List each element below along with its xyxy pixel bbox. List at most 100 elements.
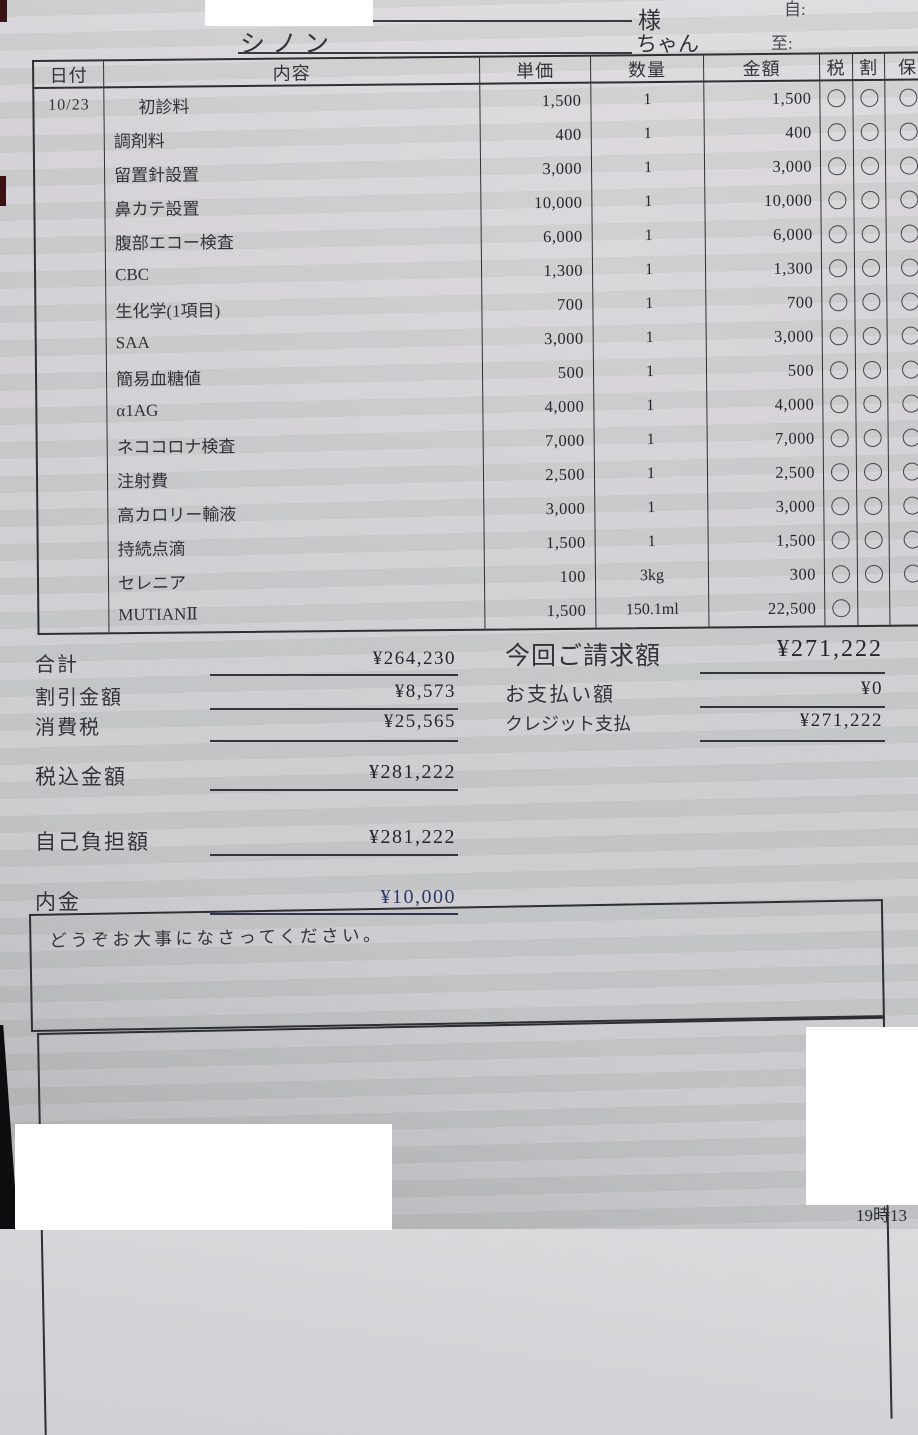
total-value: ¥264,230 [372,648,456,669]
cell-quantity: 1 [593,388,707,424]
cell-unit-price: 3,000 [483,491,595,527]
col-header-unit-price: 単価 [478,56,591,85]
cell-quantity: 1 [594,490,708,526]
cell-item: CBC [104,254,482,293]
cell-item: 持続点滴 [107,526,484,565]
photo-background-corner [0,176,6,206]
cell-item: 簡易血糖値 [105,356,483,395]
circle-mark [862,394,881,414]
circle-mark [863,428,882,448]
mark-tax [823,523,857,558]
cell-item: ネココロナ検査 [106,424,483,463]
cell-amount: 1,500 [707,523,824,559]
payment-row: お支払い額 ¥0 [505,678,885,708]
message-box: どうぞお大事になさってください。 [28,899,885,1032]
cell-item: 注射費 [106,458,484,497]
circle-mark [859,88,878,108]
mark-discount [855,420,888,456]
circle-mark [900,292,918,311]
cell-unit-price: 3,000 [479,151,592,187]
circle-mark [831,497,850,516]
circle-mark [861,292,880,312]
circle-mark [860,190,879,210]
cell-unit-price: 1,500 [484,593,596,629]
mark-tax [820,217,854,252]
cell-quantity: 1 [592,354,707,390]
photo-background-corner [0,0,7,22]
mark-tax [819,149,854,184]
mark-insurance [885,250,918,285]
cell-amount: 4,000 [706,387,823,423]
pet-suffix: ちゃん [636,32,699,56]
mark-tax [822,421,856,456]
cell-date [39,530,108,565]
payment-label: お支払い額 [505,684,615,706]
total-underline [210,708,458,710]
cell-quantity: 1 [592,286,706,322]
col-header-insurance: 保 [883,53,918,81]
circle-mark [902,462,918,481]
cell-unit-price: 700 [481,287,593,323]
mark-discount [854,318,887,354]
cell-unit-price: 3,000 [481,321,593,357]
cell-date [36,258,105,293]
cell-item: SAA [105,322,482,361]
mark-tax [821,319,855,354]
mark-insurance [889,590,918,625]
mark-discount [852,80,885,116]
cell-date [36,224,105,259]
mark-insurance [888,488,918,523]
circle-mark [830,429,849,448]
mark-insurance [884,80,918,115]
circle-mark [828,225,847,244]
owner-name-underline [298,20,632,22]
mark-tax [823,489,857,524]
circle-mark [901,394,918,413]
cell-amount: 2,500 [706,455,824,491]
cell-unit-price: 7,000 [482,423,594,459]
tax-included-row: 税込金額 ¥281,222 [35,761,458,791]
circle-mark [863,496,882,516]
circle-mark [829,327,848,346]
circle-mark [828,191,847,210]
circle-mark [860,156,879,176]
mark-discount [852,148,886,184]
cell-date [38,428,107,463]
mark-insurance [888,556,918,591]
cell-date [38,462,107,497]
circle-mark [827,123,846,142]
deposit-row: 内金 ¥10,000 [35,886,458,916]
total-row: 合計 ¥264,230 [35,648,458,678]
mark-discount [855,454,889,490]
circle-mark [864,564,883,584]
mark-insurance [886,318,918,353]
circle-mark [900,224,918,243]
circle-mark [828,259,848,278]
cell-quantity: 1 [591,252,706,288]
circle-mark [831,531,850,550]
cell-date: 10/23 [48,96,90,114]
mark-discount [855,386,888,422]
cell-amount: 7,000 [706,421,823,457]
cell-item: 生化学(1項目) [105,288,482,327]
mark-discount [853,250,887,286]
cell-item: 高カロリー輸液 [107,492,484,531]
total-value: ¥8,573 [394,681,456,702]
cell-quantity: 1 [591,184,705,220]
cell-date [39,598,108,633]
mark-tax [824,591,858,626]
cell-item: 初診料 [103,84,480,123]
cell-quantity: 1 [594,524,708,560]
tax-included-label: 税込金額 [35,765,127,789]
pet-name: シノン [240,31,337,58]
cell-date [37,394,106,429]
total-underline [700,740,885,742]
total-row: 割引金額 ¥8,573 [35,681,458,711]
mark-insurance [887,420,918,455]
cell-quantity: 1 [593,456,708,492]
cell-amount: 10,000 [704,183,821,219]
mark-discount [853,182,886,218]
cell-amount: 1,300 [704,251,822,287]
total-value: ¥25,565 [383,711,456,732]
